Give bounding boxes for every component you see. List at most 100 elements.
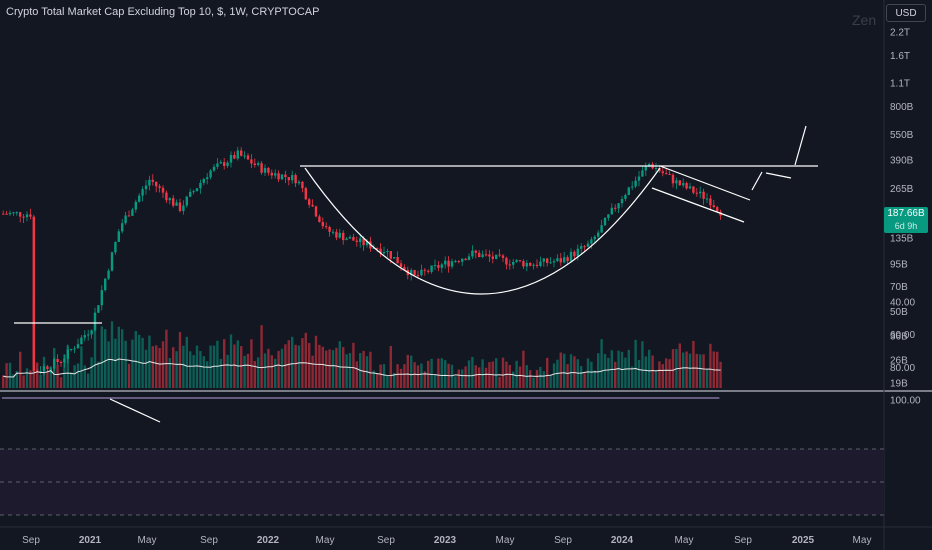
- volume-bar: [49, 366, 52, 388]
- rsi-axis[interactable]: 100.00 80.00 60.00 40.00: [890, 298, 921, 407]
- candle-body: [97, 305, 100, 313]
- volume-bar: [97, 361, 100, 388]
- volume-bar: [165, 329, 168, 388]
- volume-bar: [328, 349, 331, 388]
- volume-bar: [267, 348, 270, 388]
- volume-bar: [617, 350, 620, 388]
- candle-body: [423, 269, 426, 271]
- volume-bar: [488, 362, 491, 388]
- volume-bar: [5, 363, 8, 388]
- candle-body: [172, 198, 175, 206]
- volume-bar: [563, 353, 566, 388]
- candle-body: [270, 172, 273, 176]
- volume-bar: [576, 359, 579, 388]
- candle-body: [522, 261, 525, 267]
- candle-body: [399, 263, 403, 268]
- candle-body: [151, 179, 154, 182]
- volume-bar: [260, 325, 263, 388]
- candle-body: [529, 262, 532, 266]
- time-tick-label: Sep: [734, 535, 752, 546]
- candle-body: [185, 196, 188, 206]
- candle-body: [182, 205, 185, 211]
- volume-bar: [569, 354, 573, 388]
- candle-body: [641, 170, 644, 177]
- candle-body: [301, 181, 304, 189]
- volume-bar: [87, 373, 90, 388]
- candle-body: [8, 212, 12, 215]
- candle-body: [219, 162, 222, 164]
- candle-body: [260, 163, 263, 173]
- volume-bar: [464, 366, 467, 388]
- candle-body: [80, 337, 83, 345]
- projection-3: [794, 125, 807, 166]
- candle-body: [393, 257, 396, 259]
- candle-body: [705, 198, 709, 200]
- bar-countdown: 6d 9h: [894, 221, 918, 231]
- candle-body: [678, 180, 681, 186]
- candle-body: [702, 191, 705, 199]
- candle-body: [692, 186, 695, 193]
- volume-bar: [280, 348, 284, 388]
- candles: [2, 146, 722, 376]
- candle-body: [515, 260, 518, 262]
- drawings[interactable]: [14, 125, 818, 423]
- candle-body: [192, 191, 195, 193]
- time-tick-label: May: [316, 535, 335, 546]
- candle-body: [362, 238, 365, 246]
- last-price-tag: 187.66B 6d 9h: [884, 207, 928, 233]
- candle-body: [114, 241, 117, 253]
- volume-bar: [240, 346, 243, 388]
- volume-bar: [90, 357, 93, 388]
- volume-bar: [297, 345, 301, 388]
- volume-bar: [641, 341, 644, 388]
- volume-bar: [386, 375, 389, 388]
- volume-bar: [117, 326, 120, 388]
- candle-body: [709, 198, 712, 206]
- time-tick-label: 2025: [792, 535, 815, 546]
- volume-bar: [192, 355, 195, 388]
- volume-bar: [665, 358, 668, 388]
- time-axis[interactable]: Sep 2021 May Sep 2022 May Sep 2023 May Sep 2024 May…: [22, 535, 871, 546]
- volume-bar: [498, 376, 501, 388]
- price-tick-label: 50B: [890, 307, 908, 318]
- volume-bar: [603, 354, 607, 388]
- volume-bar: [634, 339, 637, 388]
- watermark: Zen: [852, 12, 877, 28]
- candle-body: [42, 366, 46, 371]
- volume-bar: [699, 354, 702, 388]
- volume-bar: [399, 368, 403, 388]
- candle-body: [413, 270, 416, 275]
- candle-body: [304, 188, 307, 200]
- price-tick-label: 550B: [890, 130, 914, 141]
- volume-bar: [325, 350, 328, 388]
- volume-bar: [535, 370, 539, 388]
- candle-body: [121, 223, 124, 232]
- candle-body: [318, 216, 321, 223]
- volume-bar: [379, 364, 382, 388]
- candle-body: [345, 238, 348, 241]
- volume-bar: [304, 332, 307, 388]
- time-tick-label: May: [496, 535, 515, 546]
- volume-bar: [396, 364, 399, 388]
- time-tick-label: May: [675, 535, 694, 546]
- volume-bar: [372, 370, 375, 388]
- candle-body: [467, 256, 471, 260]
- last-price-value: 187.66B: [887, 208, 925, 219]
- candle-body: [199, 182, 202, 189]
- candle-body: [352, 236, 355, 241]
- candle-body: [498, 254, 501, 256]
- price-tick-label: 19B: [890, 379, 908, 390]
- volume-bar: [654, 371, 658, 388]
- price-axis[interactable]: 2.2T 1.6T 1.1T 800B 550B 390B 265B 135B 95B 70B 50…: [890, 28, 914, 390]
- volume-bar: [471, 356, 474, 388]
- volume-bar: [403, 364, 406, 388]
- volume-bar: [25, 368, 29, 388]
- candle-body: [297, 181, 301, 184]
- volume-bar: [311, 355, 314, 388]
- candle-body: [478, 252, 481, 257]
- candle-body: [416, 274, 420, 276]
- price-tick-label: 70B: [890, 282, 908, 293]
- candle-body: [73, 348, 76, 350]
- currency-button[interactable]: USD: [886, 4, 926, 22]
